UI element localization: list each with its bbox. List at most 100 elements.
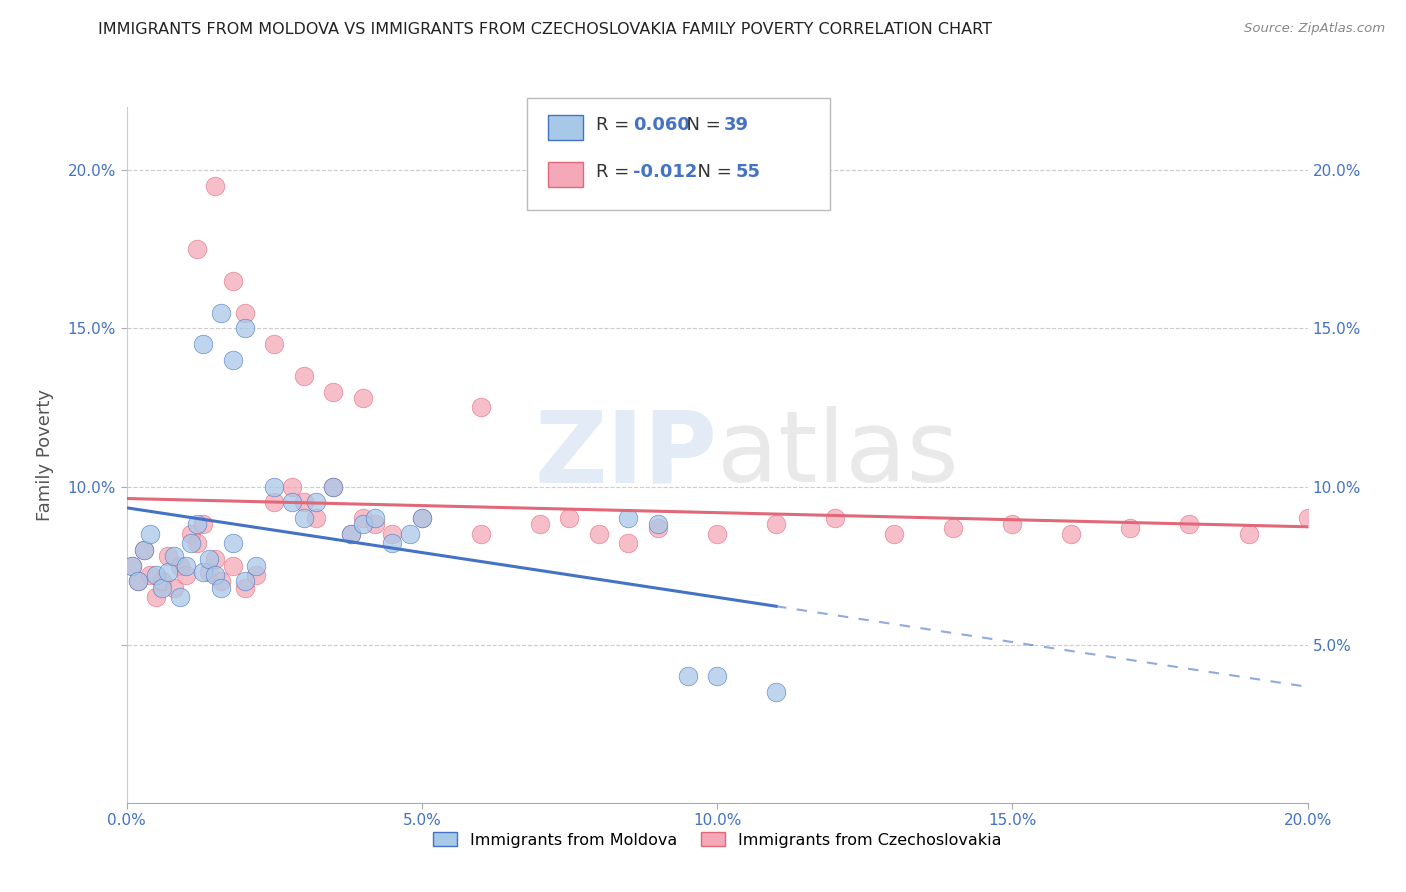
Point xyxy=(145,591,167,605)
Y-axis label: Family Poverty: Family Poverty xyxy=(37,389,53,521)
Point xyxy=(304,495,326,509)
Point xyxy=(558,511,581,525)
Point xyxy=(222,558,245,573)
Point xyxy=(169,591,191,605)
Point xyxy=(139,568,162,582)
Point xyxy=(169,558,191,573)
Point xyxy=(470,527,492,541)
Point xyxy=(411,511,433,525)
Point xyxy=(340,527,363,541)
Point xyxy=(281,495,304,509)
Point xyxy=(292,368,315,383)
Point xyxy=(281,479,304,493)
Point xyxy=(233,321,256,335)
Point xyxy=(824,511,846,525)
Point xyxy=(222,274,245,288)
Point xyxy=(139,527,162,541)
Point xyxy=(381,527,404,541)
Point xyxy=(883,527,905,541)
Point xyxy=(381,536,404,550)
Point xyxy=(174,558,197,573)
Text: atlas: atlas xyxy=(717,407,959,503)
Point xyxy=(676,669,699,683)
Point xyxy=(204,568,226,582)
Point xyxy=(193,517,215,532)
Point xyxy=(156,565,179,579)
Point xyxy=(399,527,422,541)
Point xyxy=(163,581,186,595)
Point xyxy=(765,517,787,532)
Point xyxy=(174,568,197,582)
Text: IMMIGRANTS FROM MOLDOVA VS IMMIGRANTS FROM CZECHOSLOVAKIA FAMILY POVERTY CORRELA: IMMIGRANTS FROM MOLDOVA VS IMMIGRANTS FR… xyxy=(98,22,993,37)
Point xyxy=(245,558,267,573)
Point xyxy=(647,517,669,532)
Point xyxy=(193,565,215,579)
Point xyxy=(134,542,156,557)
Point xyxy=(322,479,344,493)
Point xyxy=(292,495,315,509)
Point xyxy=(150,581,173,595)
Point xyxy=(1296,511,1319,525)
Point xyxy=(706,669,728,683)
Point xyxy=(411,511,433,525)
Point xyxy=(363,517,385,532)
Point xyxy=(765,685,787,699)
Point xyxy=(198,565,221,579)
Text: R =: R = xyxy=(596,163,636,181)
Point xyxy=(150,574,173,589)
Point xyxy=(1119,521,1142,535)
Point xyxy=(222,536,245,550)
Point xyxy=(322,384,344,399)
Point xyxy=(204,179,226,194)
Text: 0.060: 0.060 xyxy=(633,116,689,134)
Point xyxy=(186,536,208,550)
Point xyxy=(209,305,232,319)
Point xyxy=(292,511,315,525)
Point xyxy=(322,479,344,493)
Point xyxy=(145,568,167,582)
Point xyxy=(363,511,385,525)
Point xyxy=(163,549,186,563)
Point xyxy=(263,337,285,351)
Point xyxy=(180,536,202,550)
Text: N =: N = xyxy=(686,163,738,181)
Point xyxy=(186,243,208,257)
Point xyxy=(1060,527,1083,541)
Text: R =: R = xyxy=(596,116,636,134)
Text: 55: 55 xyxy=(735,163,761,181)
Point xyxy=(121,558,143,573)
Point xyxy=(352,391,374,405)
Point xyxy=(1237,527,1260,541)
Point xyxy=(529,517,551,532)
Text: N =: N = xyxy=(675,116,727,134)
Point xyxy=(304,511,326,525)
Point xyxy=(647,521,669,535)
Point xyxy=(942,521,965,535)
Point xyxy=(209,581,232,595)
Point xyxy=(222,353,245,368)
Point xyxy=(186,517,208,532)
Point xyxy=(121,558,143,573)
Legend: Immigrants from Moldova, Immigrants from Czechoslovakia: Immigrants from Moldova, Immigrants from… xyxy=(426,826,1008,854)
Point xyxy=(352,517,374,532)
Point xyxy=(127,574,149,589)
Text: ZIP: ZIP xyxy=(534,407,717,503)
Point xyxy=(245,568,267,582)
Text: 39: 39 xyxy=(724,116,749,134)
Text: -0.012: -0.012 xyxy=(633,163,697,181)
Point xyxy=(193,337,215,351)
Point xyxy=(204,552,226,566)
Point xyxy=(263,479,285,493)
Point xyxy=(180,527,202,541)
Point xyxy=(233,305,256,319)
Point xyxy=(233,581,256,595)
Point xyxy=(127,574,149,589)
Point xyxy=(617,511,640,525)
Point xyxy=(134,542,156,557)
Point xyxy=(209,574,232,589)
Point xyxy=(340,527,363,541)
Point xyxy=(706,527,728,541)
Point xyxy=(617,536,640,550)
Point xyxy=(1001,517,1024,532)
Point xyxy=(352,511,374,525)
